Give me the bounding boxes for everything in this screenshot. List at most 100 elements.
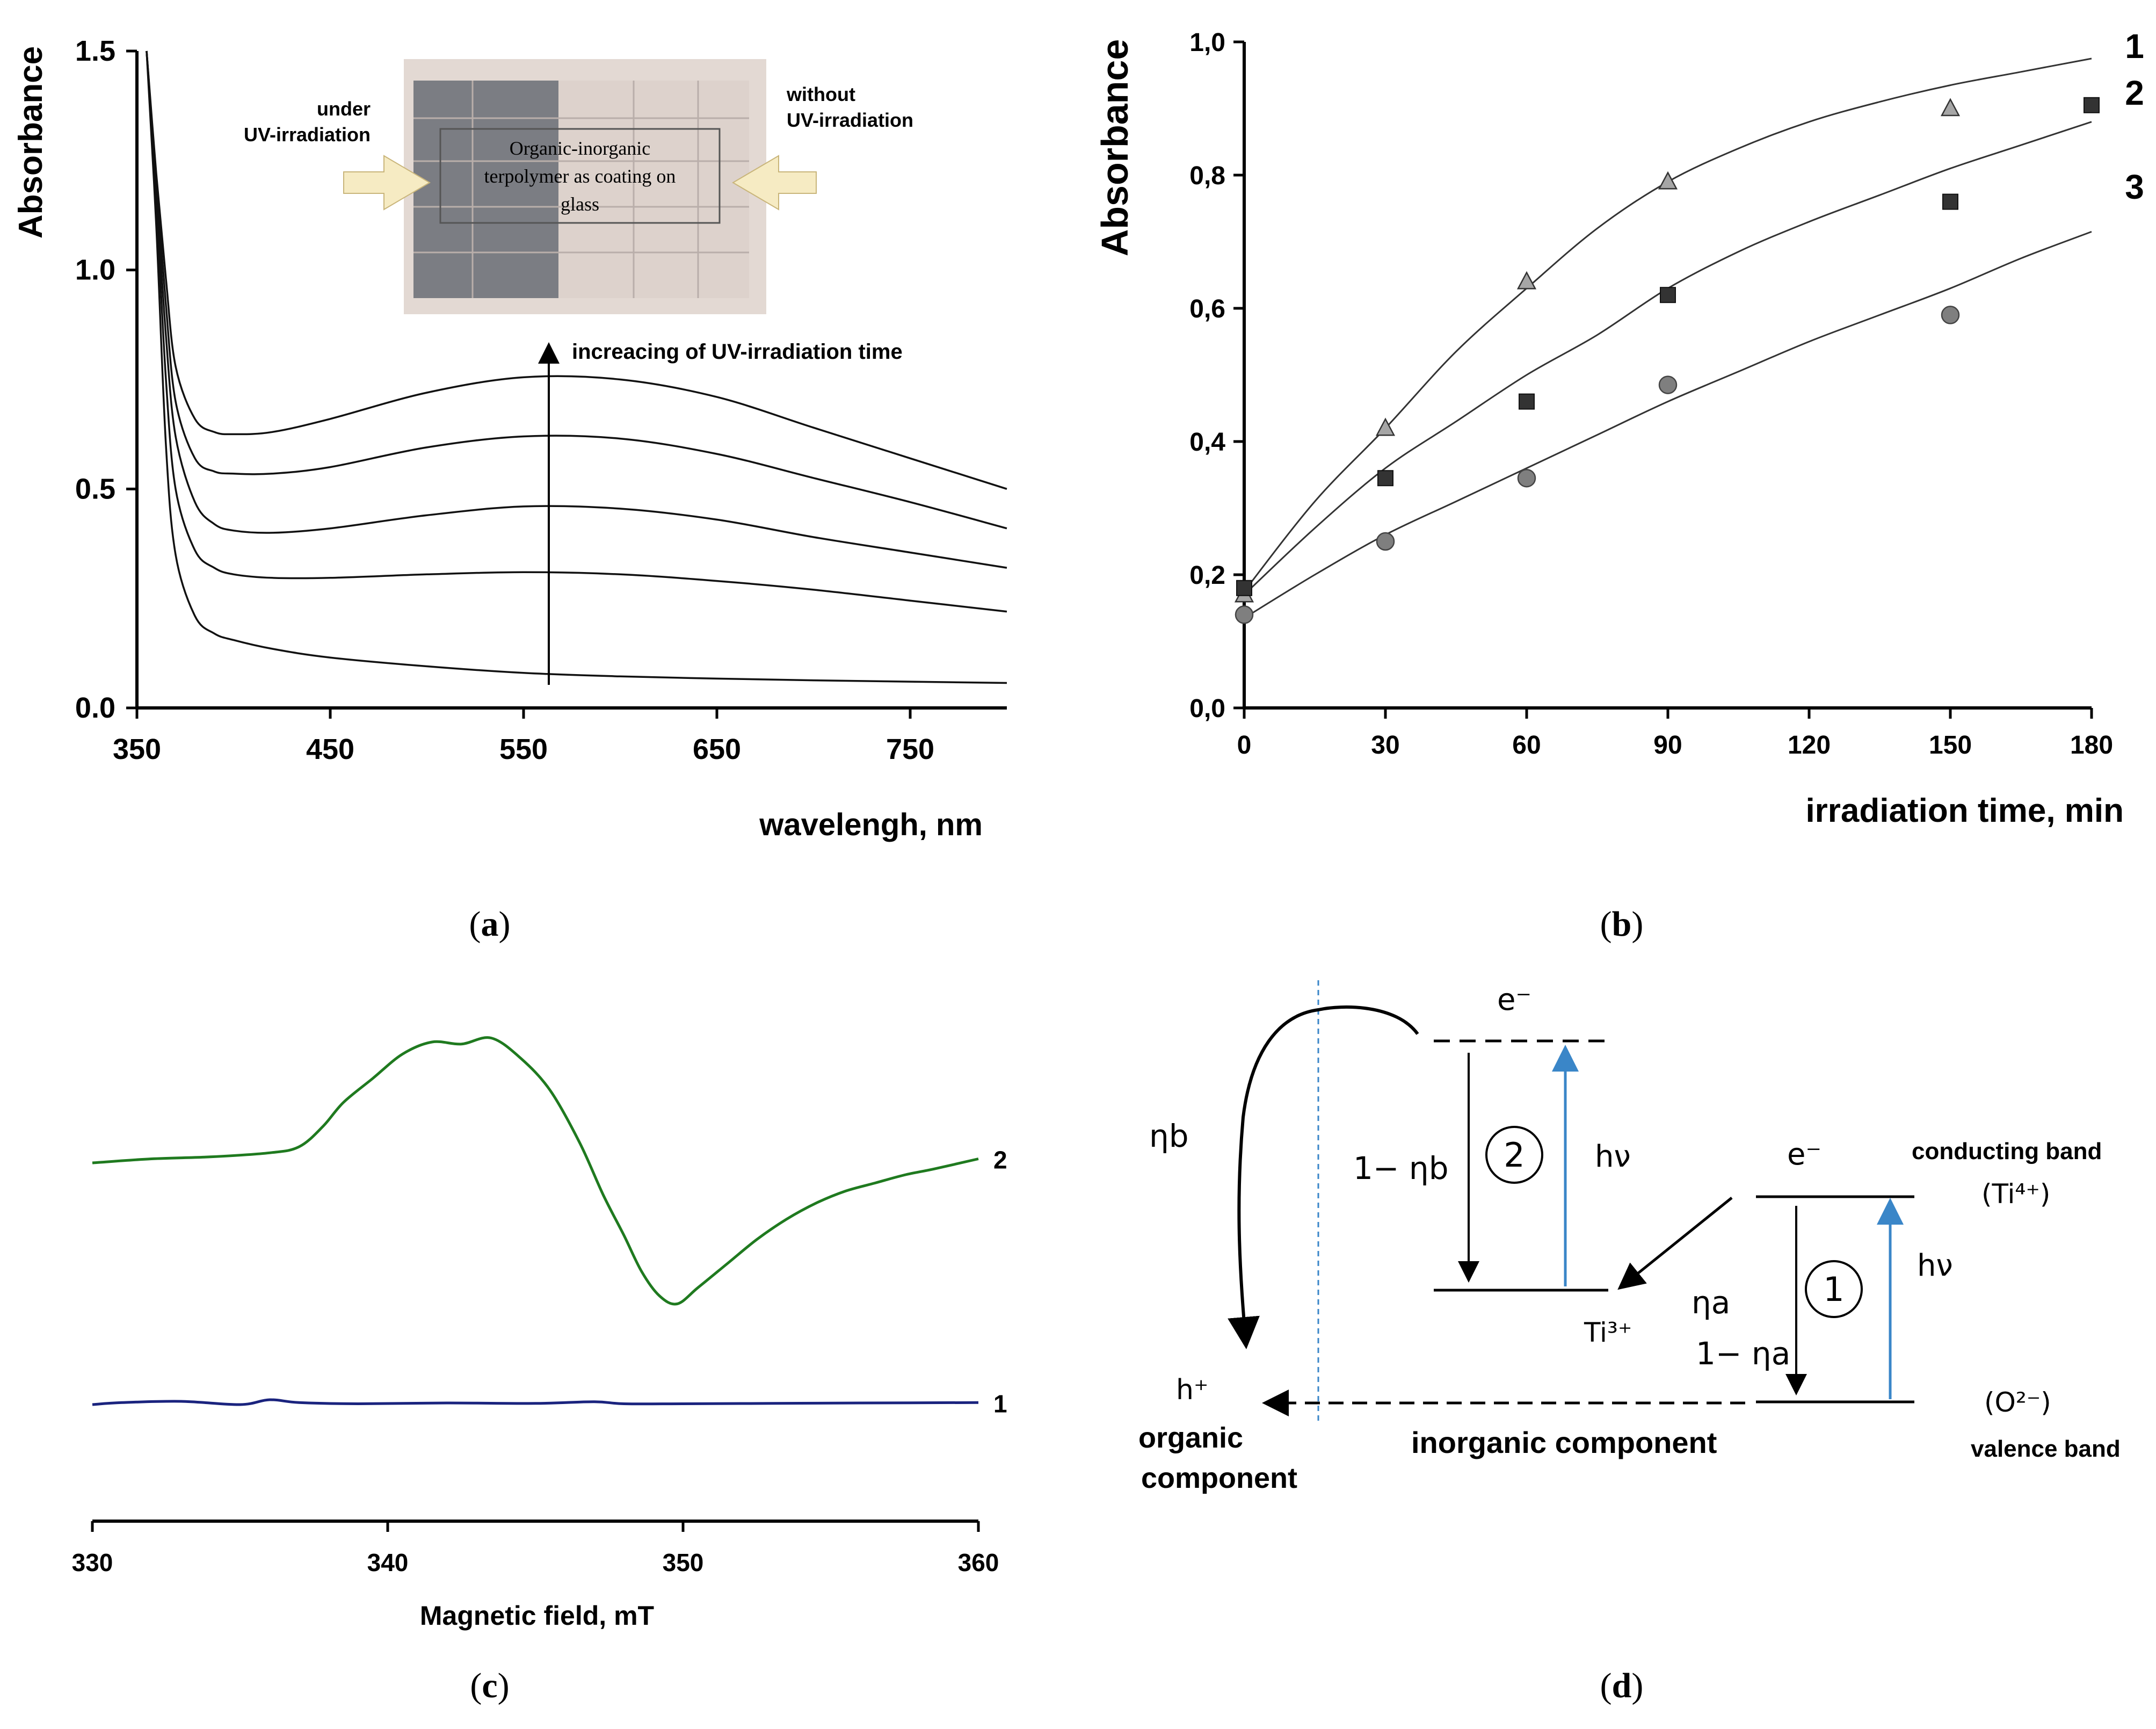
label-card [439,128,721,224]
hnu-label-2: hν [1595,1139,1631,1174]
a-spectrum-t1 [146,50,1007,613]
eta-a-label: ηa [1692,1284,1730,1321]
b-point-s2 [1519,393,1535,410]
eta-b-transfer-arrow [1228,1005,1419,1349]
uv-label-right: UV-irradiation [787,109,913,131]
b-point-s2 [1377,470,1393,487]
b-fit-2 [1243,121,2092,596]
b-fit-1 [1243,57,2092,592]
b-point-s1 [1658,171,1678,190]
b-series-label-2: 2 [2125,74,2144,112]
under-label: under [317,98,371,120]
b-y-tick-label: 0,4 [1189,428,1225,457]
a-y-tick-label: 0.5 [75,473,115,505]
b-y-tick-label: 0,6 [1189,295,1225,323]
non-irradiated-region [558,81,749,298]
eta-b-label: ηb [1149,1118,1189,1154]
valence-band-label: valence band [1971,1436,2121,1462]
a-y-tick-label: 1.0 [75,254,115,286]
b-point-s1 [1516,271,1537,290]
b-point-s3 [1235,605,1254,624]
a-y-label: Absorbance [12,46,49,238]
conducting-band-label: conducting band [1912,1138,2102,1164]
c-x-tick-label: 360 [958,1549,999,1576]
inorganic-label: inorganic component [1411,1426,1717,1459]
circle-1-icon [1805,1260,1863,1318]
a-x-tick-label: 650 [693,733,741,765]
left-arrow-icon [343,155,431,211]
b-point-s3 [1376,532,1395,551]
c-x-tick-label: 340 [367,1549,409,1576]
b-point-s1 [1940,98,1961,117]
b-x-tick-label: 150 [1929,731,1972,759]
electron-label-1: e⁻ [1787,1137,1821,1172]
eta-a-transfer-arrow [1617,1197,1733,1290]
b-point-s3 [1517,468,1536,488]
without-label: without [786,83,855,105]
b-y-tick-label: 1,0 [1189,28,1225,57]
c-epr-curve-2 [92,1036,979,1306]
inset-text-2: terpolymer as coating on [484,165,676,187]
a-y-tick-label: 0.0 [75,692,115,724]
inset-text-3: glass [561,193,599,215]
c-x-tick-label: 330 [72,1549,113,1576]
increase-text: increacing of UV-irradiation time [572,340,903,364]
caption-d: (d) [1600,1666,1644,1705]
one-minus-eta-b-label: 1− ηb [1353,1150,1449,1187]
electron-label-2: e⁻ [1497,982,1531,1017]
a-spectrum-t2 [146,50,1007,569]
a-x-tick-label: 450 [306,733,354,765]
b-point-s3 [1941,306,1960,324]
b-y-tick-label: 0,8 [1189,162,1225,190]
b-point-s1 [1375,417,1396,436]
b-series-label-3: 3 [2125,168,2144,206]
b-y-label: Absorbance [1094,39,1136,257]
c-x-label: Magnetic field, mT [420,1601,654,1631]
b-x-tick-label: 60 [1512,731,1541,759]
b-y-tick-label: 0,0 [1189,695,1225,723]
b-point-s3 [1658,375,1678,394]
right-arrow-icon [732,155,817,211]
panel-d-energy-diagram: 2 1 e⁻ e⁻ hν hν ηb 1− ηb ηa 1− ηa Ti³⁺ c… [1138,980,2121,1705]
b-x-tick-label: 180 [2070,731,2113,759]
c-x-tick-label: 350 [663,1549,704,1576]
organic-label-1: organic [1138,1422,1243,1454]
hnu-label-1: hν [1917,1248,1953,1283]
irradiated-region [413,81,558,298]
a-x-label: wavelengh, nm [759,807,983,842]
inset-photo: Organic-inorganic terpolymer as coating … [404,59,766,314]
b-point-s2 [1660,287,1676,303]
b-x-tick-label: 30 [1371,731,1399,759]
caption-c: (c) [470,1666,509,1705]
a-spectrum-t4 [146,50,1007,490]
panel-b-kinetics: 0 30 60 90 120 150 180 0,0 0,2 0,4 0,6 0,8 1,0 1 2 3 A… [1094,27,2144,944]
a-spectrum-t0 [146,50,1007,684]
ti4-label: (Ti⁴⁺) [1981,1178,2050,1210]
a-spectrum-t3 [146,50,1007,530]
step-1-label: 1 [1823,1270,1844,1309]
caption-a: (a) [469,905,511,944]
b-point-s2 [2084,97,2100,113]
b-x-tick-label: 120 [1788,731,1831,759]
step-2-label: 2 [1504,1135,1525,1175]
inset-text-1: Organic-inorganic [510,138,651,159]
uv-label-left: UV-irradiation [244,124,371,146]
c-series-label-1: 1 [993,1390,1007,1417]
c-series-label-2: 2 [993,1146,1007,1174]
c-epr-curve-1 [92,1398,979,1406]
b-point-s2 [1942,193,1958,210]
one-minus-eta-a-label: 1− ηa [1696,1335,1790,1372]
organic-label-2: component [1141,1462,1297,1494]
b-x-tick-label: 90 [1653,731,1682,759]
b-y-tick-label: 0,2 [1189,561,1225,590]
b-point-s2 [1236,580,1252,596]
ti3-label: Ti³⁺ [1584,1317,1632,1348]
circle-2-icon [1485,1126,1543,1184]
panel-a-uv-vis-spectra: 350 450 550 650 750 0.0 0.5 1.0 1.5 Absorbance w… [12,35,1007,944]
a-x-tick-label: 350 [113,733,161,765]
hole-label: h⁺ [1176,1374,1208,1406]
grid-lines [413,81,749,298]
a-x-tick-label: 750 [886,733,934,765]
a-x-tick-label: 550 [499,733,548,765]
